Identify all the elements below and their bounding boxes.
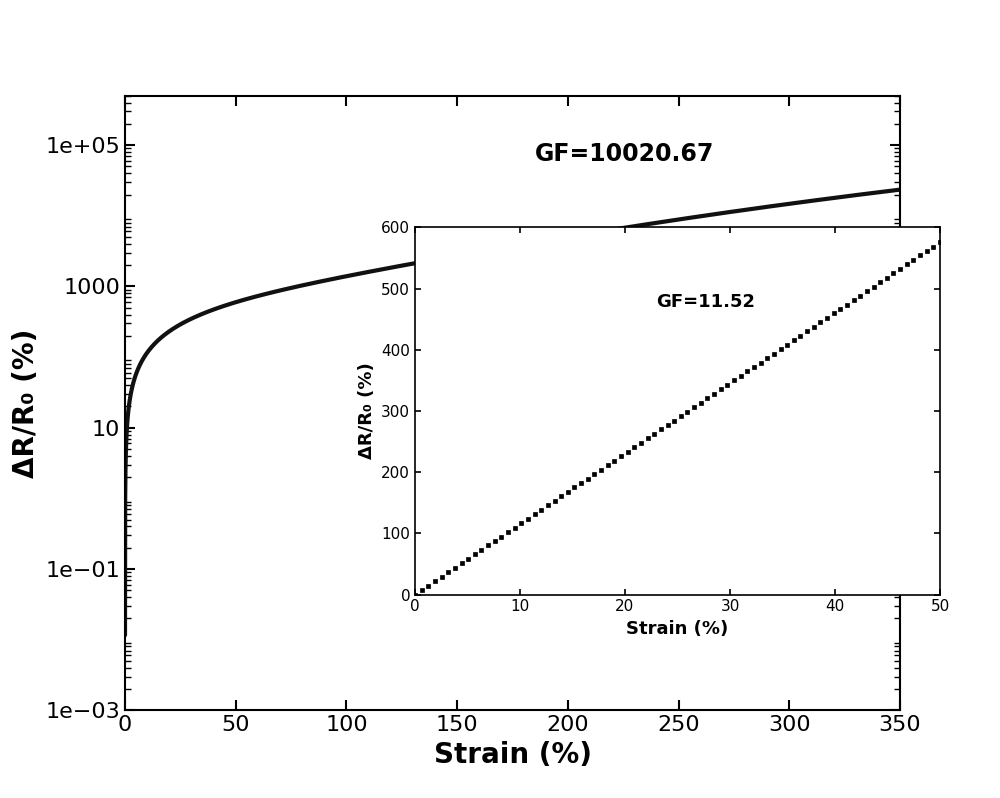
Text: GF=10020.67: GF=10020.67 <box>535 142 714 166</box>
Y-axis label: ΔR/R₀ (%): ΔR/R₀ (%) <box>12 328 40 478</box>
Text: GF=11.52: GF=11.52 <box>656 293 756 311</box>
X-axis label: Strain (%): Strain (%) <box>626 620 729 638</box>
Y-axis label: ΔR/R₀ (%): ΔR/R₀ (%) <box>358 362 376 460</box>
X-axis label: Strain (%): Strain (%) <box>434 741 592 768</box>
